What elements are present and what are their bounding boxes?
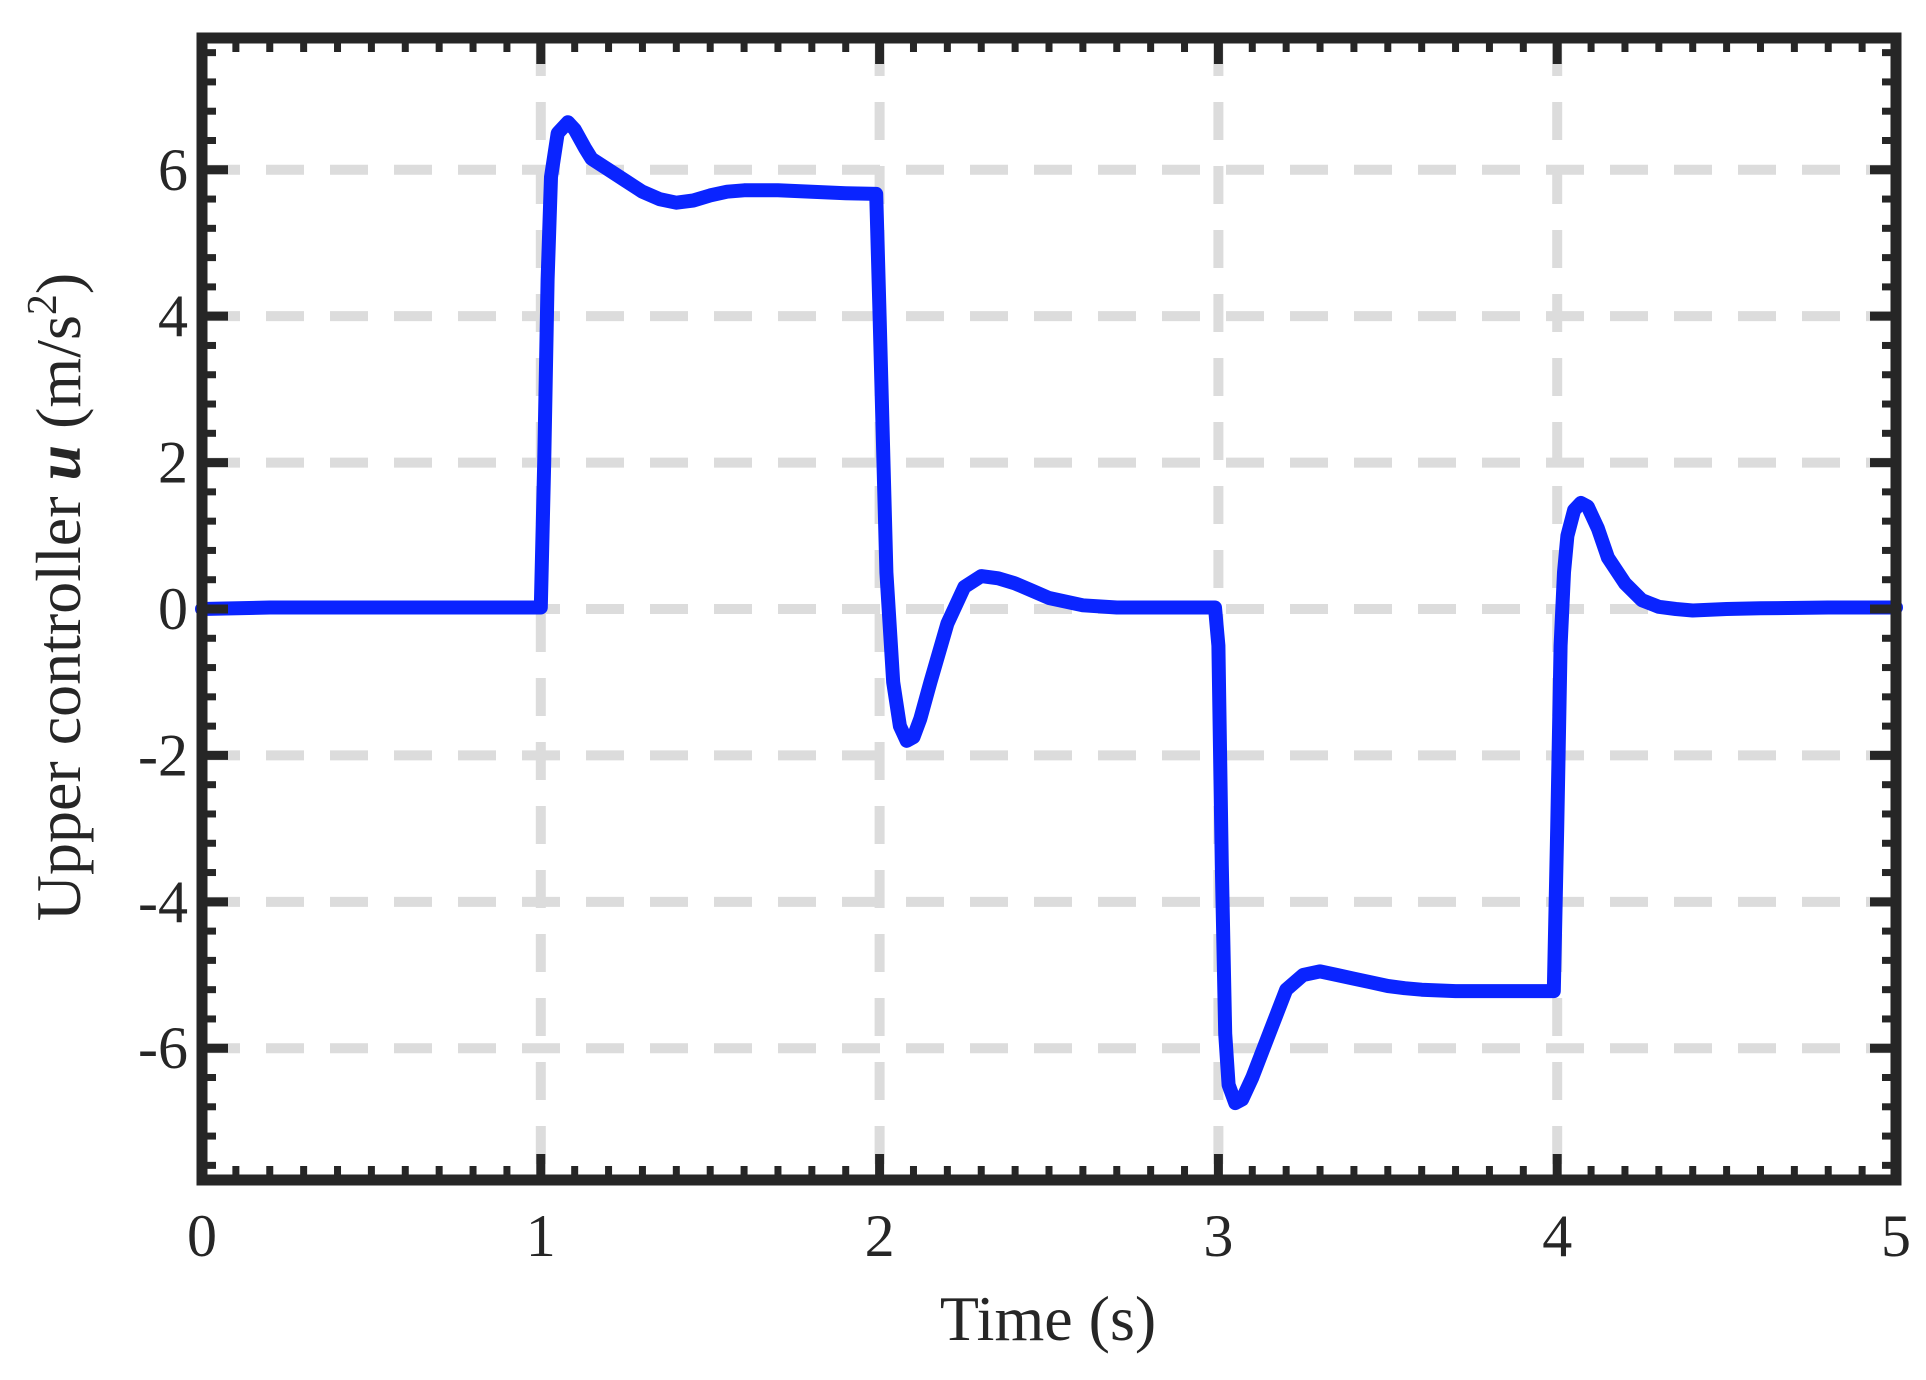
x-axis-label: Time (s)	[940, 1283, 1156, 1354]
x-tick-label: 1	[526, 1203, 556, 1269]
x-tick-label: 0	[187, 1203, 217, 1269]
tick-labels: 0 1 2 3 4 5 -6 -4 -2 0 2 4 6	[138, 137, 1911, 1269]
y-axis-label-exponent: 2	[20, 294, 66, 315]
x-tick-label: 3	[1203, 1203, 1233, 1269]
y-axis-label-variable: u	[23, 445, 94, 481]
x-tick-label: 4	[1542, 1203, 1572, 1269]
y-tick-label: -4	[138, 869, 188, 935]
y-tick-label: -2	[138, 722, 188, 788]
y-tick-label: 4	[158, 283, 188, 349]
x-tick-label: 2	[865, 1203, 895, 1269]
series-line	[195, 115, 1903, 1111]
y-tick-label: 6	[158, 137, 188, 203]
y-tick-label: -6	[138, 1015, 188, 1081]
y-tick-label: 2	[158, 430, 188, 496]
plot-lines	[195, 115, 1903, 1111]
y-axis-label-close: )	[23, 273, 94, 294]
y-axis-label: Upper controller u (m/s2)	[20, 273, 94, 921]
tick-marks	[197, 38, 1901, 1180]
y-axis-label-prefix: Upper controller	[23, 480, 94, 921]
x-tick-label: 5	[1881, 1203, 1911, 1269]
y-tick-label: 0	[158, 576, 188, 642]
y-axis-label-unit: (m/s	[23, 315, 94, 445]
